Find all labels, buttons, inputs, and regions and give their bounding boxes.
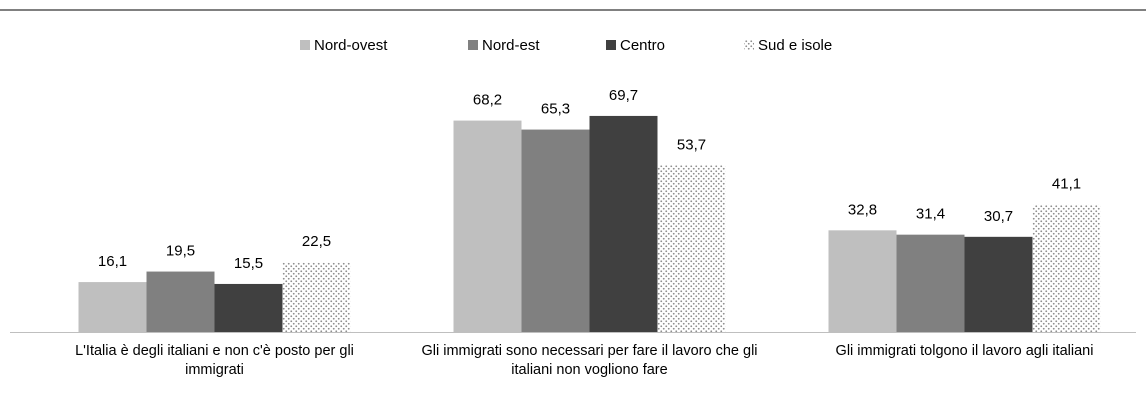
legend-label: Nord-est <box>482 37 540 54</box>
bar <box>828 230 897 332</box>
data-label: 15,5 <box>234 255 263 272</box>
bar <box>521 129 590 332</box>
data-label: 19,5 <box>166 243 195 260</box>
bar <box>282 262 351 332</box>
legend-swatch <box>300 40 310 50</box>
category-label: Gli immigrati tolgono il lavoro agli ita… <box>835 343 1094 359</box>
bar <box>896 234 965 332</box>
bar <box>453 120 522 332</box>
bar <box>1032 204 1101 332</box>
data-label: 22,5 <box>302 233 331 250</box>
data-label: 41,1 <box>1052 176 1081 193</box>
legend-swatch <box>744 40 754 50</box>
bar <box>589 115 658 333</box>
legend-label: Nord-ovest <box>314 37 388 54</box>
x-tick-label: L'Italia è degli italiani e non c'è post… <box>75 343 354 378</box>
legend-swatch <box>468 40 478 50</box>
legend-label: Centro <box>620 37 665 54</box>
data-label: 53,7 <box>677 136 706 153</box>
data-label: 69,7 <box>609 87 638 104</box>
data-label: 32,8 <box>848 201 877 218</box>
data-label: 16,1 <box>98 253 127 270</box>
x-tick-label: Gli immigrati sono necessari per fare il… <box>421 343 758 378</box>
bar <box>964 236 1033 332</box>
data-label: 68,2 <box>473 92 502 109</box>
category-label: L'Italia è degli italiani e non c'è post… <box>75 343 354 378</box>
legend-label: Sud e isole <box>758 37 832 54</box>
bar <box>146 271 215 332</box>
x-tick-label: Gli immigrati tolgono il lavoro agli ita… <box>835 343 1094 359</box>
bar <box>78 282 147 332</box>
category-label: Gli immigrati sono necessari per fare il… <box>421 343 758 378</box>
data-label: 31,4 <box>916 206 945 223</box>
data-label: 30,7 <box>984 208 1013 225</box>
bar <box>214 283 283 332</box>
bar <box>657 165 726 332</box>
data-label: 65,3 <box>541 101 570 118</box>
legend-swatch <box>606 40 616 50</box>
